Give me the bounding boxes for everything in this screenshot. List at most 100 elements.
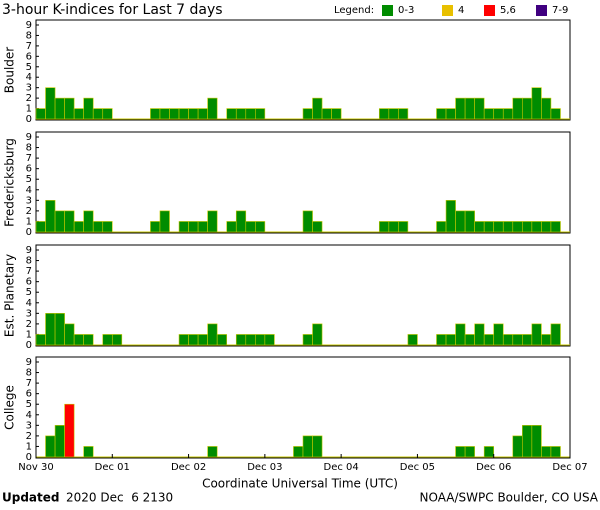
bar bbox=[474, 221, 485, 233]
bar bbox=[464, 97, 475, 120]
y-tick-label: 5 bbox=[26, 399, 32, 410]
bar bbox=[312, 97, 323, 120]
y-tick-label: 1 bbox=[26, 216, 32, 227]
bar bbox=[455, 97, 466, 120]
bar bbox=[45, 200, 56, 233]
bar bbox=[312, 221, 323, 233]
bar bbox=[111, 334, 123, 346]
panel-frame bbox=[35, 356, 571, 459]
bar bbox=[522, 425, 533, 458]
y-tick-label: 6 bbox=[26, 51, 32, 62]
bar bbox=[302, 108, 313, 120]
bar bbox=[54, 425, 65, 458]
bar bbox=[245, 221, 256, 233]
bar bbox=[73, 108, 84, 120]
bar bbox=[159, 210, 170, 233]
bar bbox=[83, 446, 94, 458]
bar bbox=[321, 108, 332, 120]
bar bbox=[512, 97, 523, 120]
y-tick-label: 1 bbox=[26, 329, 32, 340]
bar bbox=[159, 108, 170, 120]
bar bbox=[235, 334, 247, 346]
bar bbox=[45, 313, 56, 346]
bar bbox=[312, 435, 323, 458]
y-axis-label: College bbox=[3, 385, 17, 430]
updated-time: 2020 Dec 6 2130 bbox=[66, 491, 173, 505]
credit: NOAA/SWPC Boulder, CO USA bbox=[420, 491, 599, 505]
legend-label: 7-9 bbox=[552, 5, 568, 16]
bar bbox=[64, 97, 75, 120]
x-tick-label: Dec 07 bbox=[552, 462, 587, 473]
bar bbox=[493, 108, 504, 120]
x-tick-label: Nov 30 bbox=[18, 462, 53, 473]
x-tick-label: Dec 02 bbox=[171, 462, 206, 473]
y-tick-label: 8 bbox=[26, 143, 32, 154]
bar bbox=[83, 334, 94, 346]
bar bbox=[83, 210, 94, 233]
bar bbox=[45, 435, 56, 458]
bar bbox=[92, 221, 104, 233]
panel-frame bbox=[35, 19, 571, 121]
bar bbox=[493, 323, 504, 346]
x-tick-label: Dec 06 bbox=[476, 462, 511, 473]
legend-label: 0-3 bbox=[398, 5, 414, 16]
y-tick-label: 6 bbox=[26, 389, 32, 400]
y-tick-label: 9 bbox=[26, 357, 32, 368]
y-tick-label: 9 bbox=[26, 20, 32, 31]
bar bbox=[35, 108, 46, 120]
bar bbox=[445, 200, 456, 233]
bar bbox=[264, 334, 275, 346]
y-tick-label: 5 bbox=[26, 62, 32, 73]
chart-title: 3-hour K-indices for Last 7 days bbox=[2, 2, 223, 18]
bar bbox=[378, 108, 390, 120]
bar bbox=[312, 323, 323, 346]
bar bbox=[92, 108, 104, 120]
bar bbox=[522, 221, 533, 233]
bar bbox=[73, 221, 84, 233]
bar bbox=[502, 334, 514, 346]
y-tick-label: 8 bbox=[26, 368, 32, 379]
legend-swatch bbox=[536, 5, 547, 16]
y-tick-label: 7 bbox=[26, 266, 32, 277]
y-tick-label: 7 bbox=[26, 378, 32, 389]
y-tick-label: 6 bbox=[26, 164, 32, 175]
legend-swatch bbox=[442, 5, 453, 16]
y-tick-label: 2 bbox=[26, 431, 32, 442]
bar bbox=[54, 210, 65, 233]
x-tick-label: Dec 01 bbox=[95, 462, 130, 473]
y-tick-label: 5 bbox=[26, 174, 32, 185]
bar bbox=[293, 446, 304, 458]
bar bbox=[54, 97, 65, 120]
bar bbox=[502, 108, 514, 120]
bar bbox=[541, 221, 552, 233]
y-tick-label: 7 bbox=[26, 153, 32, 164]
y-tick-label: 9 bbox=[26, 245, 32, 256]
x-tick-label: Dec 05 bbox=[400, 462, 435, 473]
y-tick-label: 3 bbox=[26, 195, 32, 206]
bar bbox=[54, 313, 65, 346]
bar bbox=[188, 108, 199, 120]
y-axis-label: Est. Planetary bbox=[3, 254, 17, 337]
bar bbox=[197, 221, 208, 233]
bar bbox=[255, 334, 266, 346]
bar bbox=[207, 446, 218, 458]
bar bbox=[550, 323, 561, 346]
bar bbox=[512, 221, 523, 233]
bar bbox=[388, 221, 399, 233]
panel-frame bbox=[35, 244, 571, 347]
bar bbox=[73, 334, 84, 346]
panel-frame bbox=[35, 131, 571, 234]
bar bbox=[436, 334, 447, 346]
bar bbox=[150, 108, 161, 120]
bar bbox=[455, 446, 466, 458]
bar bbox=[464, 334, 475, 346]
bar bbox=[64, 323, 75, 346]
y-tick-label: 8 bbox=[26, 30, 32, 41]
bar bbox=[550, 108, 561, 120]
y-tick-label: 0 bbox=[26, 452, 32, 463]
bar bbox=[178, 108, 189, 120]
legend-label: 4 bbox=[458, 5, 464, 16]
bar bbox=[398, 108, 409, 120]
bar bbox=[302, 210, 313, 233]
bar bbox=[531, 87, 542, 120]
